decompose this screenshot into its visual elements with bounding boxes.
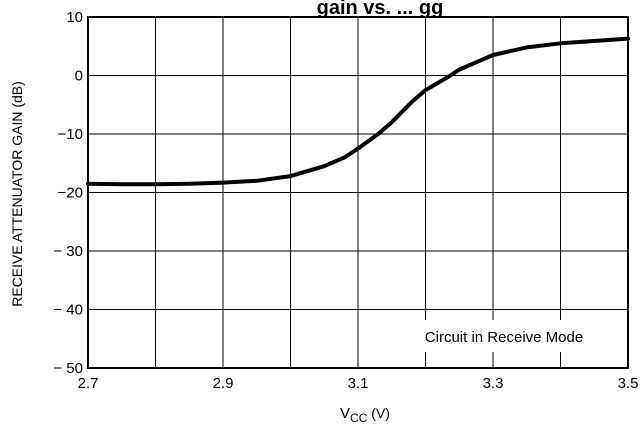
y-tick-label: −10 [58,126,83,143]
x-tick-label: 3.3 [483,375,504,392]
plot-area [87,16,629,369]
x-tick-label: 3.5 [618,375,639,392]
x-axis-label-unit: (V) [367,405,390,421]
y-tick-label: −20 [58,185,83,202]
grid [87,16,629,369]
y-axis-label: RECEIVE ATTENUATOR GAIN (dB) [9,81,25,307]
y-tick-label: 0 [75,68,83,85]
x-tick-label: 2.7 [78,375,99,392]
x-tick-label: 2.9 [213,375,234,392]
y-tick-label: − 50 [53,360,83,377]
x-axis-label-sub: CC [350,411,368,425]
annotation-text: Circuit in Receive Mode [425,329,583,346]
y-tick-label: 10 [66,9,83,26]
x-tick-label: 3.1 [348,375,369,392]
x-axis-label: VCC (V) [340,405,390,425]
y-tick-label: − 30 [53,243,83,260]
x-axis-tick-labels: 2.7 2.9 3.1 3.3 3.5 [78,375,639,392]
y-tick-label: − 40 [53,302,83,319]
chart-title: gain vs. ... gg [317,0,444,19]
x-axis-label-main: V [340,405,350,422]
y-axis-tick-labels: 10 0 −10 −20 − 30 − 40 − 50 [53,9,83,377]
gain-curve [86,36,630,187]
annotation-box [404,320,604,352]
